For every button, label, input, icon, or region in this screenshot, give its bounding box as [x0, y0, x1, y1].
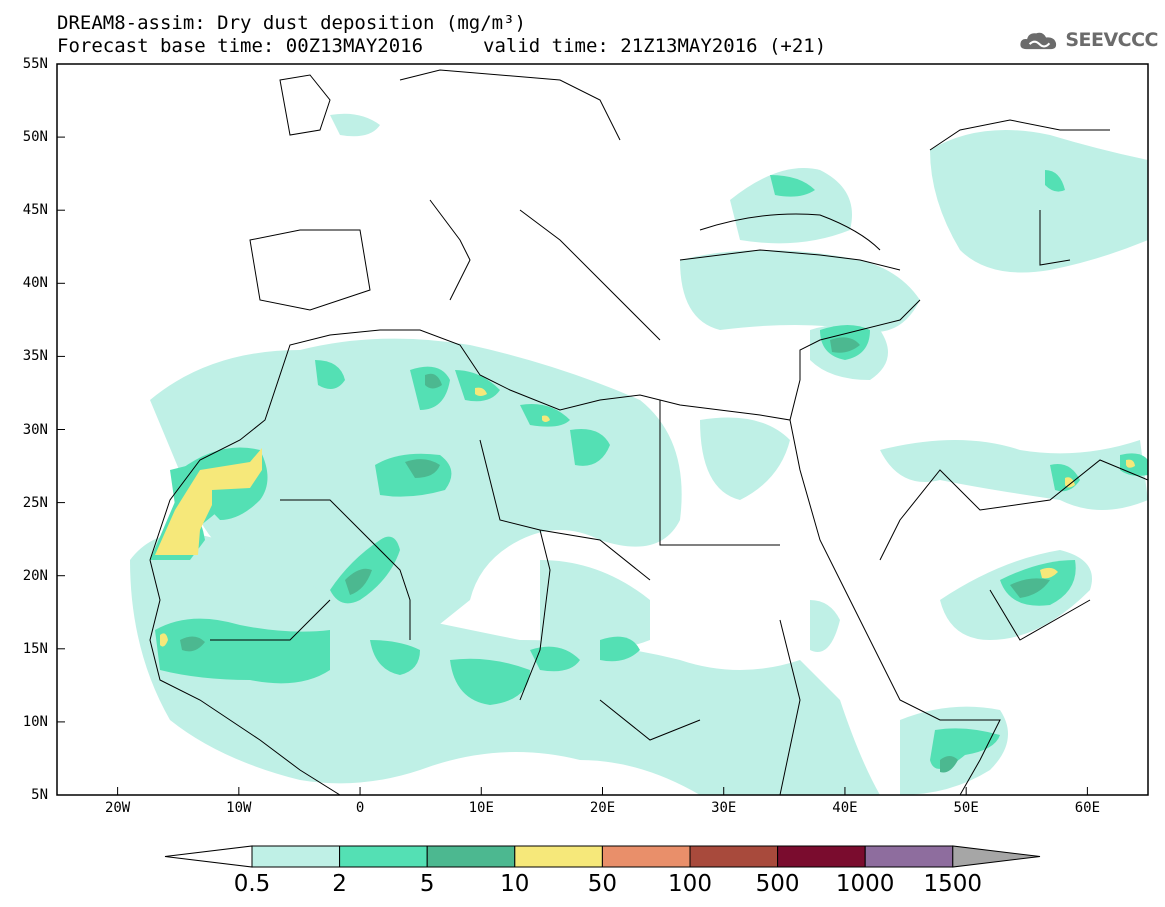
- lat-label: 45N: [22, 202, 48, 219]
- colorbar-label: 500: [755, 871, 800, 897]
- axis-ticks: [57, 63, 1088, 796]
- lon-label: 20W: [104, 800, 131, 816]
- colorbar-box: [777, 845, 866, 868]
- lat-label: 50N: [22, 129, 48, 146]
- lon-label: 0: [355, 800, 365, 816]
- lat-label: 10N: [22, 713, 48, 730]
- colorbar-label: 5: [419, 871, 435, 897]
- colorbar-box: [601, 845, 691, 868]
- logo-text: SEEVCCC: [1065, 29, 1158, 51]
- lat-label: 30N: [22, 421, 48, 438]
- lon-label: 10W: [226, 800, 252, 816]
- colorbar-label: 0.5: [233, 871, 271, 897]
- cloud-logo-icon: [1020, 32, 1057, 50]
- coastlines-and-borders: [149, 69, 1148, 795]
- colorbar-label: 1000: [835, 871, 895, 897]
- deposition-level-10: [155, 387, 1135, 647]
- lat-label: 40N: [22, 275, 48, 292]
- colorbar-label: 50: [587, 871, 618, 897]
- colorbar-label: 2: [332, 871, 347, 897]
- lat-label: 5N: [31, 787, 48, 803]
- lon-label: 10E: [468, 800, 494, 816]
- map-title: DREAM8-assim: Dry dust deposition (mg/m³…: [57, 12, 526, 34]
- colorbar-box: [426, 845, 516, 868]
- lon-label: 30E: [711, 800, 737, 816]
- colorbar-lower-arrow: [164, 845, 253, 868]
- valid-time: valid time: 21Z13MAY2016 (+21): [483, 35, 827, 57]
- colorbar-upper-arrow: [952, 845, 1041, 868]
- deposition-level-5: [180, 337, 1050, 773]
- colorbar-box: [339, 845, 428, 868]
- colorbar-label: 10: [500, 871, 530, 897]
- colorbar-box: [689, 845, 779, 868]
- colorbar-box: [514, 845, 603, 868]
- lat-label: 15N: [22, 640, 48, 657]
- colorbar-label: 100: [668, 871, 712, 897]
- colorbar-label: 1500: [923, 871, 983, 897]
- colorbar-box: [251, 845, 341, 868]
- lon-label: 40E: [832, 800, 858, 816]
- seevccc-logo: SEEVCCC: [1018, 22, 1158, 58]
- lon-label: 50E: [953, 800, 979, 816]
- lat-label: 55N: [22, 56, 48, 72]
- lat-label: 25N: [22, 494, 48, 511]
- colorbar-box: [864, 845, 954, 868]
- forecast-base-time: Forecast base time: 00Z13MAY2016: [57, 35, 424, 57]
- lon-label: 20E: [589, 800, 616, 816]
- lat-label: 20N: [22, 567, 48, 584]
- lon-label: 60E: [1074, 800, 1101, 816]
- lat-label: 35N: [22, 348, 48, 365]
